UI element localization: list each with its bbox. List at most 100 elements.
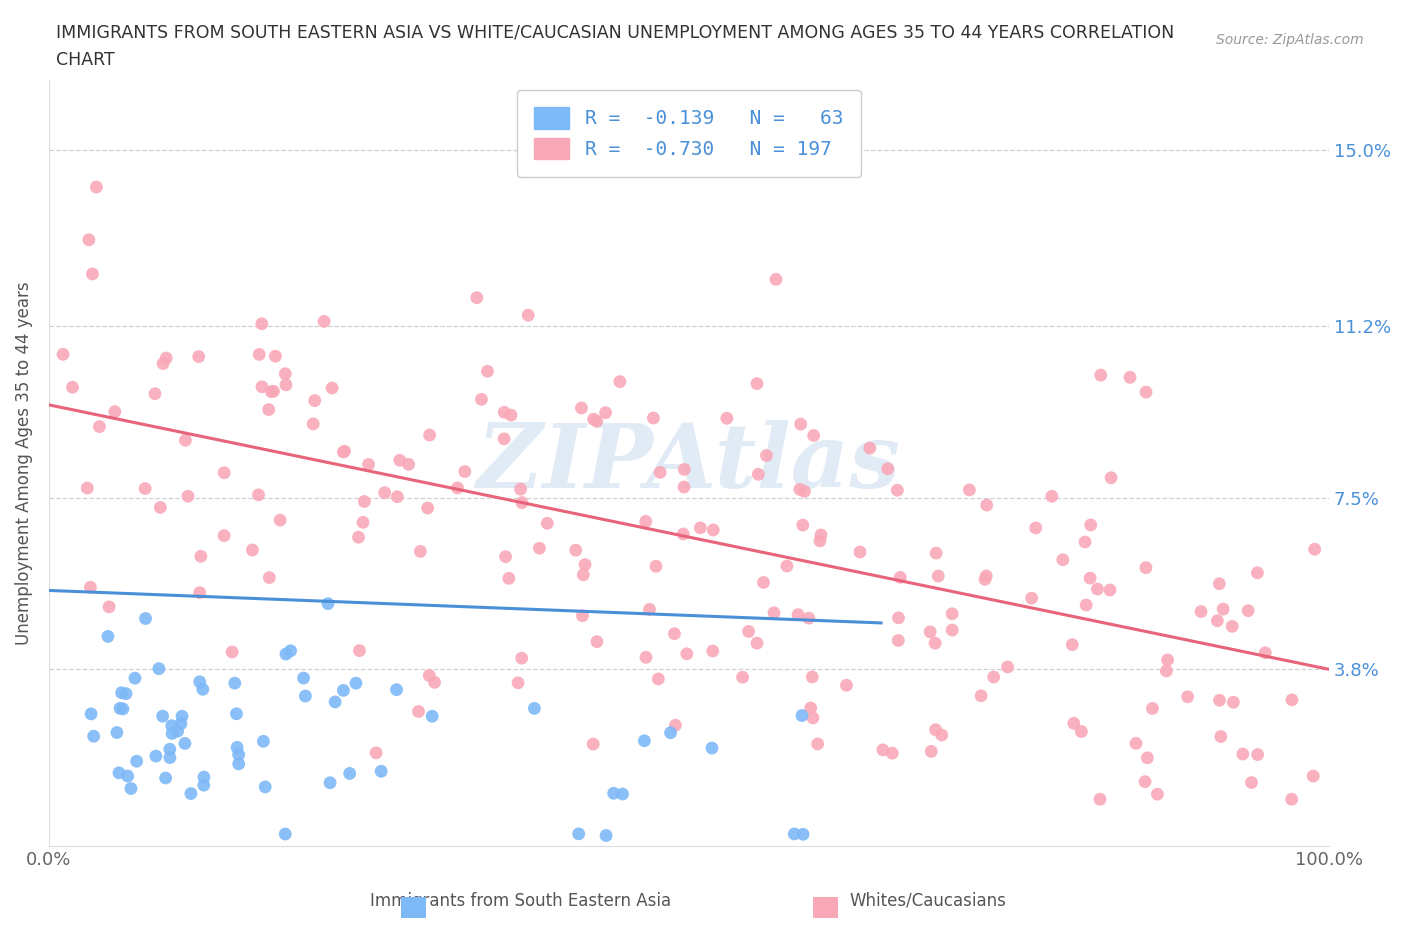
Point xyxy=(333,444,356,458)
Point xyxy=(1156,653,1178,668)
Point xyxy=(1021,591,1043,605)
Point xyxy=(134,481,156,496)
Point xyxy=(145,749,167,764)
Point xyxy=(790,708,813,723)
Point xyxy=(808,534,831,549)
Point xyxy=(762,605,785,620)
Point xyxy=(755,448,778,463)
Point xyxy=(523,701,546,716)
Point xyxy=(257,402,280,417)
Point xyxy=(1074,598,1097,613)
Point xyxy=(117,768,139,783)
Point xyxy=(509,482,531,497)
Point xyxy=(1303,542,1326,557)
Point xyxy=(876,461,898,476)
Point xyxy=(849,545,872,560)
Point xyxy=(302,417,325,432)
Point xyxy=(366,746,388,761)
Point xyxy=(225,707,247,722)
Point xyxy=(510,651,533,666)
Point xyxy=(716,411,738,426)
Point xyxy=(135,611,157,626)
Point xyxy=(941,606,963,621)
Text: Source: ZipAtlas.com: Source: ZipAtlas.com xyxy=(1216,33,1364,46)
Point xyxy=(1088,791,1111,806)
Point xyxy=(745,377,768,392)
Point xyxy=(752,575,775,590)
Point xyxy=(974,568,997,583)
Point xyxy=(86,179,108,194)
Point xyxy=(745,636,768,651)
Point xyxy=(170,716,193,731)
Point xyxy=(633,734,655,749)
Point xyxy=(314,314,336,329)
Point xyxy=(166,724,188,738)
Point xyxy=(190,549,212,564)
Point xyxy=(254,779,277,794)
Point xyxy=(776,559,799,574)
Point xyxy=(510,495,533,510)
Point xyxy=(174,432,197,447)
Point xyxy=(423,675,446,690)
Point xyxy=(494,405,516,419)
Point xyxy=(264,349,287,364)
Point xyxy=(974,572,997,587)
Point xyxy=(1063,716,1085,731)
Point xyxy=(887,610,910,625)
Point xyxy=(226,740,249,755)
Point xyxy=(1070,724,1092,739)
Point xyxy=(304,393,326,408)
Point xyxy=(191,682,214,697)
Point xyxy=(1062,637,1084,652)
Point xyxy=(332,445,354,459)
Point xyxy=(108,765,131,780)
Point xyxy=(792,518,814,533)
Point xyxy=(1177,689,1199,704)
Point xyxy=(388,453,411,468)
Point xyxy=(269,512,291,527)
Point xyxy=(976,498,998,512)
Text: Whites/Caucasians: Whites/Caucasians xyxy=(849,892,1007,910)
Point xyxy=(783,827,806,842)
Point xyxy=(1246,565,1268,580)
Point xyxy=(419,428,441,443)
Point xyxy=(1206,613,1229,628)
Point xyxy=(224,676,246,691)
Point xyxy=(574,557,596,572)
Point xyxy=(240,542,263,557)
Point xyxy=(792,827,814,842)
Point xyxy=(143,386,166,401)
Point xyxy=(1080,517,1102,532)
Point xyxy=(810,527,832,542)
Point xyxy=(1099,471,1122,485)
Point xyxy=(506,675,529,690)
Point xyxy=(477,364,499,379)
Point xyxy=(920,624,942,639)
Y-axis label: Unemployment Among Ages 35 to 44 years: Unemployment Among Ages 35 to 44 years xyxy=(15,281,32,644)
Point xyxy=(353,494,375,509)
Point xyxy=(664,718,686,733)
Point xyxy=(1052,552,1074,567)
Point xyxy=(1281,791,1303,806)
Point xyxy=(148,661,170,676)
Point xyxy=(332,683,354,698)
Point xyxy=(920,744,942,759)
Point xyxy=(294,688,316,703)
Point xyxy=(1135,385,1157,400)
Point xyxy=(609,374,631,389)
Point xyxy=(659,725,682,740)
Point xyxy=(323,695,346,710)
Point xyxy=(747,467,769,482)
Point xyxy=(274,378,297,392)
Point xyxy=(1025,521,1047,536)
Point xyxy=(672,526,695,541)
Point xyxy=(634,650,657,665)
Point xyxy=(1232,747,1254,762)
Point xyxy=(672,480,695,495)
Point xyxy=(595,828,617,843)
Point xyxy=(859,441,882,456)
Point xyxy=(1237,604,1260,618)
Point xyxy=(582,412,605,427)
Point xyxy=(108,701,131,716)
Point xyxy=(689,521,711,536)
